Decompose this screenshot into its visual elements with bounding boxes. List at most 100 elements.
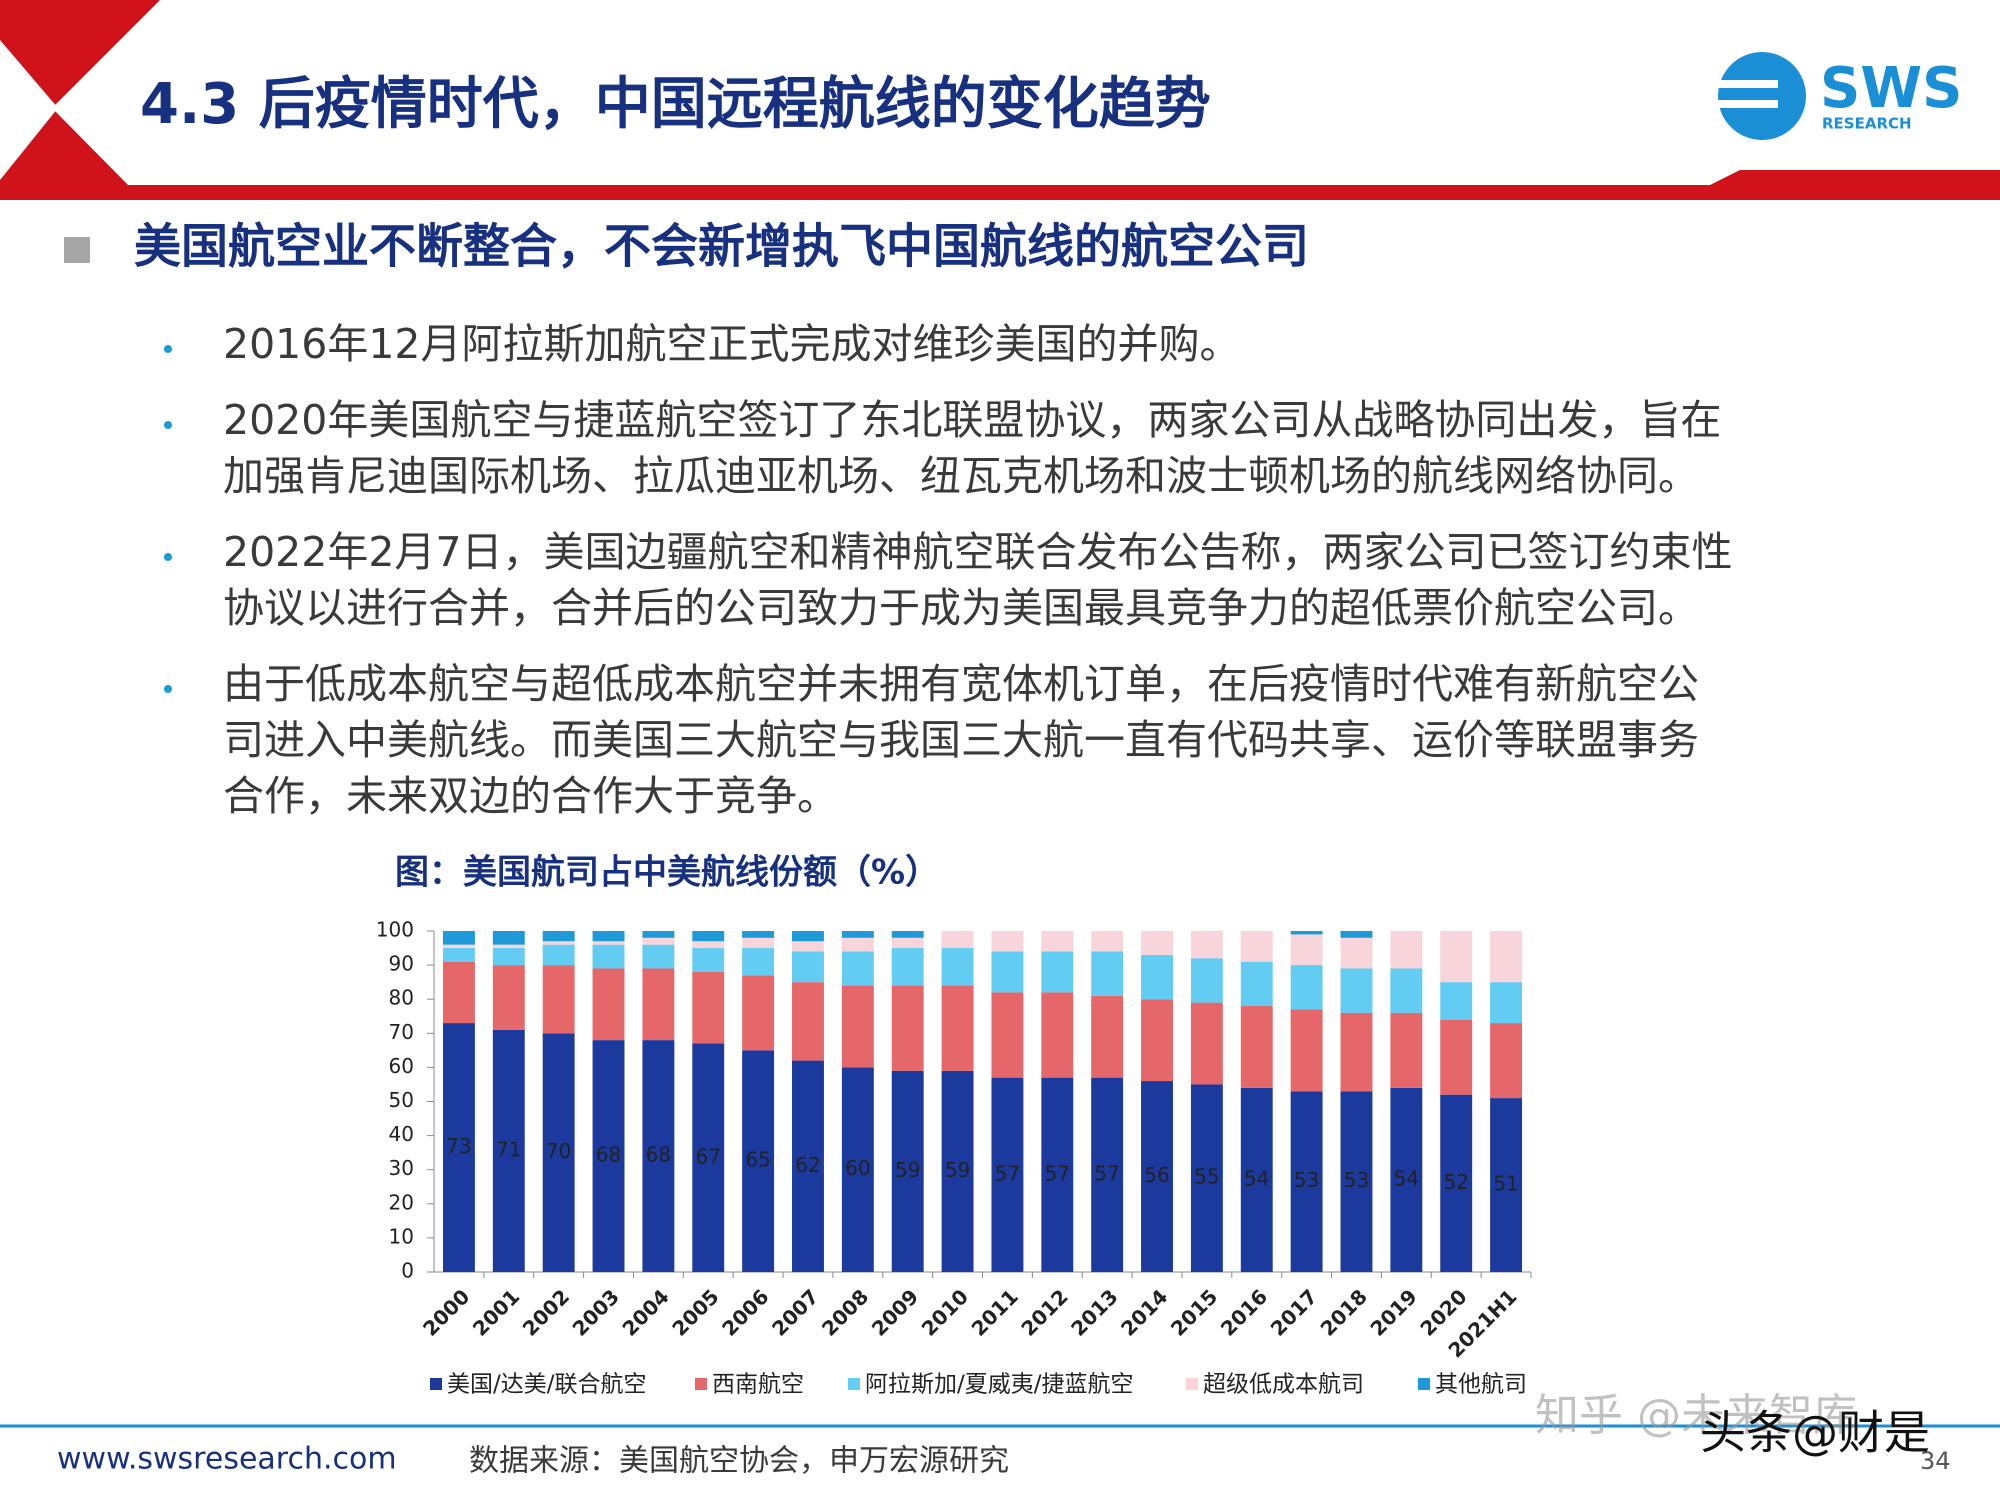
bullet-text: 由于低成本航空与超低成本航空并未拥有宽体机订单，在后疫情时代难有新航空公 — [223, 660, 1699, 708]
bar-segment — [1290, 934, 1323, 966]
bar-segment — [891, 931, 924, 938]
bar-segment — [592, 944, 625, 969]
bar-segment — [1091, 951, 1124, 996]
bar-segment — [1390, 931, 1423, 969]
y-tick-label: 50 — [389, 1088, 414, 1112]
bar-segment — [1190, 1084, 1223, 1272]
bar-segment — [1240, 1006, 1273, 1088]
data-label: 57 — [995, 1161, 1020, 1185]
bar-segment — [1141, 1081, 1173, 1272]
legend-swatch — [695, 1378, 707, 1390]
bar-segment — [1091, 931, 1124, 952]
legend-swatch — [1186, 1378, 1198, 1390]
x-tick-label: 2000 — [418, 1284, 474, 1340]
bar-segment — [991, 931, 1024, 952]
bar-segment — [542, 941, 575, 945]
bar-segment — [692, 948, 725, 972]
bullet-text: 加强肯尼迪国际机场、拉瓜迪亚机场、纽瓦克机场和波士顿机场的航线网络协同。 — [223, 452, 1699, 500]
bar-segment — [1190, 931, 1223, 959]
legend-swatch — [430, 1378, 442, 1390]
bar-segment — [891, 985, 924, 1071]
data-label: 54 — [1244, 1166, 1269, 1190]
data-label: 57 — [1045, 1161, 1070, 1185]
x-tick-label: 2007 — [767, 1284, 823, 1340]
bar-segment — [792, 941, 824, 952]
x-tick-label: 2012 — [1016, 1284, 1072, 1340]
bar-segment — [442, 1023, 475, 1272]
bar-segment — [1240, 1087, 1273, 1272]
bar-segment — [692, 971, 725, 1044]
bar-segment — [1290, 1009, 1323, 1092]
bar-segment — [742, 937, 775, 949]
bar-segment — [442, 931, 475, 945]
legend-label: 阿拉斯加/夏威夷/捷蓝航空 — [865, 1372, 1134, 1398]
data-label: 53 — [1294, 1168, 1319, 1192]
bar-segment — [742, 975, 775, 1051]
bar-segment — [1290, 931, 1323, 935]
logo-stripe — [1718, 100, 1778, 108]
bar-segment — [941, 931, 974, 949]
bullet-text: 司进入中美航线。而美国三大航空与我国三大航一直有代码共享、运价等联盟事务 — [223, 716, 1699, 764]
bullet-dot — [164, 553, 172, 561]
data-label: 67 — [696, 1144, 721, 1168]
bar-segment — [1390, 1012, 1423, 1088]
watermark: 头条@财是 — [1700, 1406, 1930, 1460]
bar-segment — [1041, 931, 1074, 952]
x-tick-label: 2002 — [518, 1284, 574, 1340]
bar-segment — [1041, 992, 1074, 1078]
bar-segment — [1240, 961, 1273, 1007]
logo-text: SWS — [1820, 56, 1962, 121]
bar-segment — [1490, 1023, 1523, 1099]
bullet-dot — [164, 685, 172, 693]
bar-segment — [792, 951, 824, 983]
bar-segment — [442, 961, 475, 1024]
logo-stripe — [1718, 80, 1778, 88]
data-label: 62 — [795, 1153, 820, 1177]
slide-title: 4.3 后疫情时代，中国远程航线的变化趋势 — [140, 72, 1211, 137]
bar-segment — [492, 944, 525, 949]
legend-label: 超级低成本航司 — [1203, 1372, 1364, 1398]
bar-segment — [592, 941, 625, 945]
bullet-list: 2016年12月阿拉斯加航空正式完成对维珍美国的并购。 2020年美国航空与捷蓝航… — [164, 320, 1733, 820]
data-label: 56 — [1144, 1163, 1169, 1187]
bar-segment — [891, 1070, 924, 1272]
bar-segment — [1041, 951, 1074, 993]
bar-segment — [1490, 1098, 1523, 1272]
bar-segment — [692, 1043, 725, 1272]
bar-segment — [492, 965, 525, 1030]
x-tick-label: 2003 — [568, 1284, 624, 1340]
data-label: 65 — [745, 1148, 770, 1172]
chart: 0 10 20 30 40 50 60 70 80 90 100 73 2000 71 2001 70 2002… — [376, 918, 1532, 1398]
x-tick-label: 2008 — [817, 1284, 873, 1340]
y-tick-label: 10 — [389, 1224, 414, 1248]
data-label: 68 — [596, 1143, 621, 1167]
data-label: 73 — [446, 1134, 471, 1158]
x-tick-label: 2015 — [1166, 1284, 1222, 1340]
legend-swatch — [848, 1378, 860, 1390]
bar-segment — [991, 1077, 1024, 1272]
bar-segment — [542, 944, 575, 966]
y-tick-label: 30 — [389, 1156, 414, 1180]
data-label: 60 — [845, 1156, 870, 1180]
bar-segment — [592, 931, 625, 942]
data-label: 55 — [1194, 1165, 1219, 1189]
x-tick-label: 2013 — [1066, 1284, 1122, 1340]
bar-segment — [1290, 965, 1323, 1010]
bar-segment — [891, 937, 924, 949]
bullet-text: 2016年12月阿拉斯加航空正式完成对维珍美国的并购。 — [223, 320, 1241, 368]
y-tick-label: 0 — [401, 1259, 414, 1283]
bar-segment — [642, 944, 675, 969]
bar-segment — [742, 931, 775, 938]
bar-segment — [642, 1040, 675, 1272]
bar-segment — [1041, 1077, 1074, 1272]
x-tick-label: 2010 — [917, 1284, 973, 1340]
legend-swatch — [1418, 1378, 1430, 1390]
y-tick-label: 90 — [389, 952, 414, 976]
legend-label: 美国/达美/联合航空 — [447, 1372, 647, 1398]
bar-segment — [1440, 1019, 1473, 1095]
bar-segment — [1390, 1087, 1423, 1272]
bar-segment — [1490, 931, 1523, 983]
bar-segment — [692, 941, 725, 949]
bar-segment — [1091, 995, 1124, 1078]
